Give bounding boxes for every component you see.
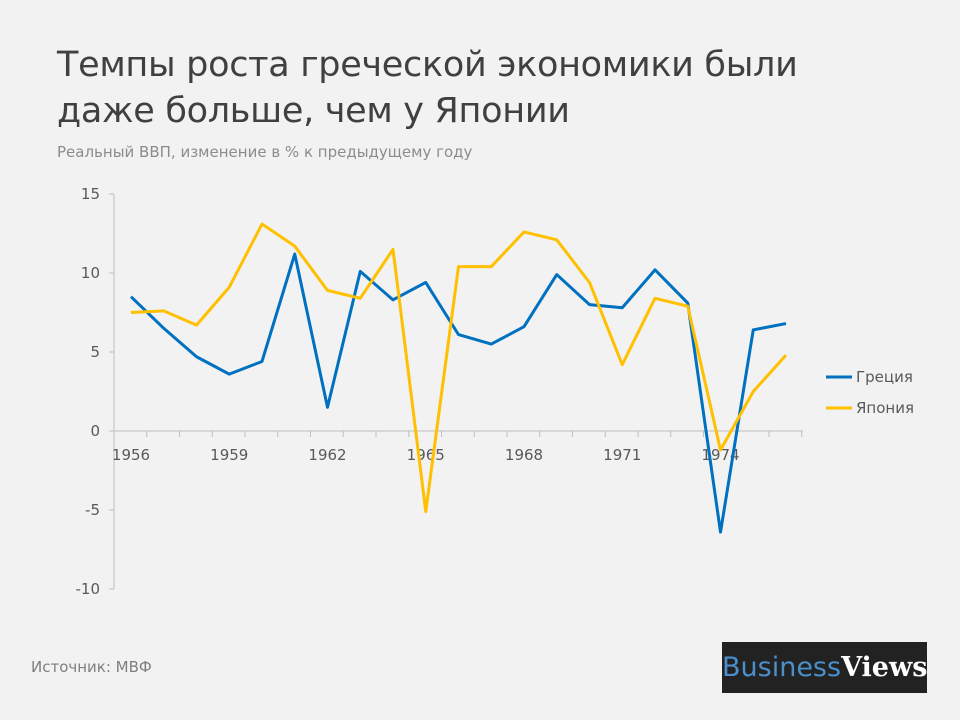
y-tick-label: -10 (76, 580, 101, 598)
y-tick-label: 15 (81, 185, 100, 203)
x-tick-label: 1962 (308, 446, 346, 464)
y-tick-label: 10 (81, 264, 100, 282)
chart-title: Темпы роста греческой экономики были даж… (57, 45, 798, 131)
chart-subtitle: Реальный ВВП, изменение в % к предыдущем… (57, 143, 473, 161)
x-tick-label: 1965 (407, 446, 445, 464)
series-line-0 (129, 252, 787, 534)
logo-part2: Views (841, 652, 928, 683)
businessviews-logo: BusinessViews (722, 642, 927, 693)
y-tick-label: -5 (85, 501, 100, 519)
y-tick-label: 5 (90, 343, 100, 361)
x-tick-label: 1956 (112, 446, 150, 464)
legend-label: Греция (856, 368, 913, 386)
y-tick-label: 0 (90, 422, 100, 440)
source-note: Источник: МВФ (31, 658, 152, 676)
logo-part1: Business (722, 652, 842, 683)
x-tick-label: 1959 (210, 446, 248, 464)
x-tick-label: 1968 (505, 446, 543, 464)
x-tick-label: 1971 (603, 446, 641, 464)
legend-label: Япония (856, 399, 914, 417)
series-line-1 (130, 222, 788, 514)
